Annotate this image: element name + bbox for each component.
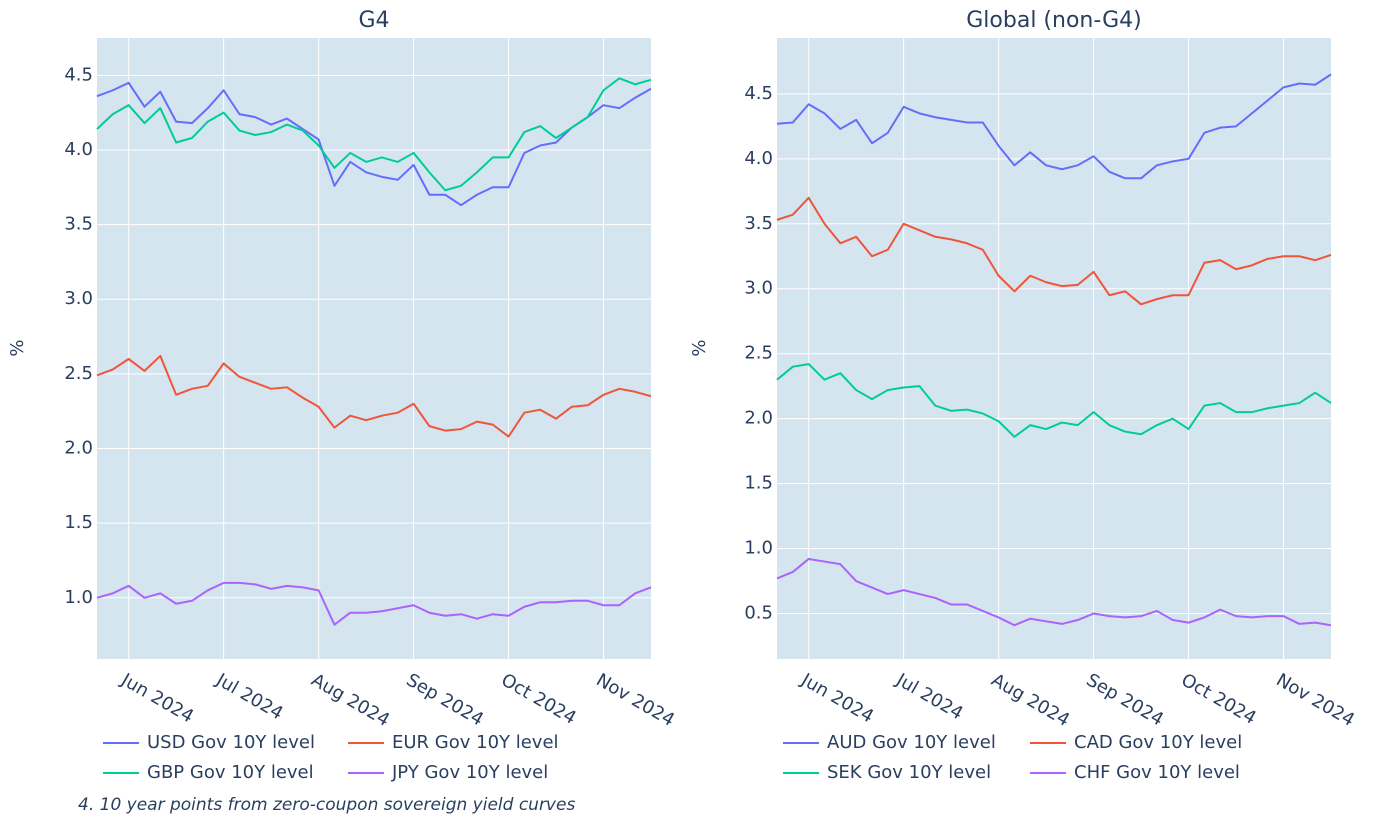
y-tick-label: 1.5 [64,512,93,533]
series-line [776,73,1332,180]
x-tick-label: Jun 2024 [117,669,197,728]
series-line [96,581,652,626]
y-tick-label: 1.5 [744,473,773,494]
x-tick-label: Oct 2024 [1178,669,1260,729]
legend-label: AUD Gov 10Y level [827,732,996,753]
y-axis-label: % [7,339,28,356]
legend-label: EUR Gov 10Y level [392,732,559,753]
legend-label: GBP Gov 10Y level [147,762,314,783]
y-tick-label: 4.5 [744,83,773,104]
plot-area [97,38,651,659]
legend-label: CAD Gov 10Y level [1074,732,1242,753]
x-tick-label: Jun 2024 [797,669,877,728]
x-tick-label: Aug 2024 [308,669,394,731]
y-tick-label: 3.5 [64,214,93,235]
series-line [776,196,1332,306]
x-tick-label: Nov 2024 [1273,669,1359,731]
chart-title: G4 [358,8,389,33]
y-tick-label: 4.0 [744,148,773,169]
legend-label: JPY Gov 10Y level [391,762,548,783]
y-tick-label: 3.5 [744,213,773,234]
legend-label: CHF Gov 10Y level [1074,762,1240,783]
series-line [776,557,1332,627]
y-tick-label: 2.0 [64,438,93,459]
y-tick-label: 2.5 [64,363,93,384]
x-tick-label: Aug 2024 [988,669,1074,731]
legend-label: USD Gov 10Y level [147,732,315,753]
y-tick-label: 4.5 [64,64,93,85]
y-tick-label: 4.0 [64,139,93,160]
legend-label: SEK Gov 10Y level [827,762,991,783]
plot-area [777,38,1331,659]
y-tick-label: 2.0 [744,408,773,429]
x-tick-label: Sep 2024 [403,669,488,730]
x-tick-label: Nov 2024 [593,669,679,731]
series-line [96,81,652,207]
y-tick-label: 3.0 [64,288,93,309]
y-tick-label: 3.0 [744,278,773,299]
caption: 4. 10 year points from zero-coupon sover… [78,795,575,815]
y-tick-label: 2.5 [744,343,773,364]
series-line [776,363,1332,438]
series-line [96,77,652,192]
series-line [96,354,652,438]
x-tick-label: Jul 2024 [212,669,287,724]
y-axis-label: % [689,339,710,356]
y-tick-label: 1.0 [64,587,93,608]
y-tick-label: 1.0 [744,538,773,559]
x-tick-label: Oct 2024 [498,669,580,729]
x-tick-label: Sep 2024 [1083,669,1168,730]
x-tick-label: Jul 2024 [892,669,967,724]
chart-title: Global (non-G4) [966,8,1141,33]
y-tick-label: 0.5 [744,603,773,624]
